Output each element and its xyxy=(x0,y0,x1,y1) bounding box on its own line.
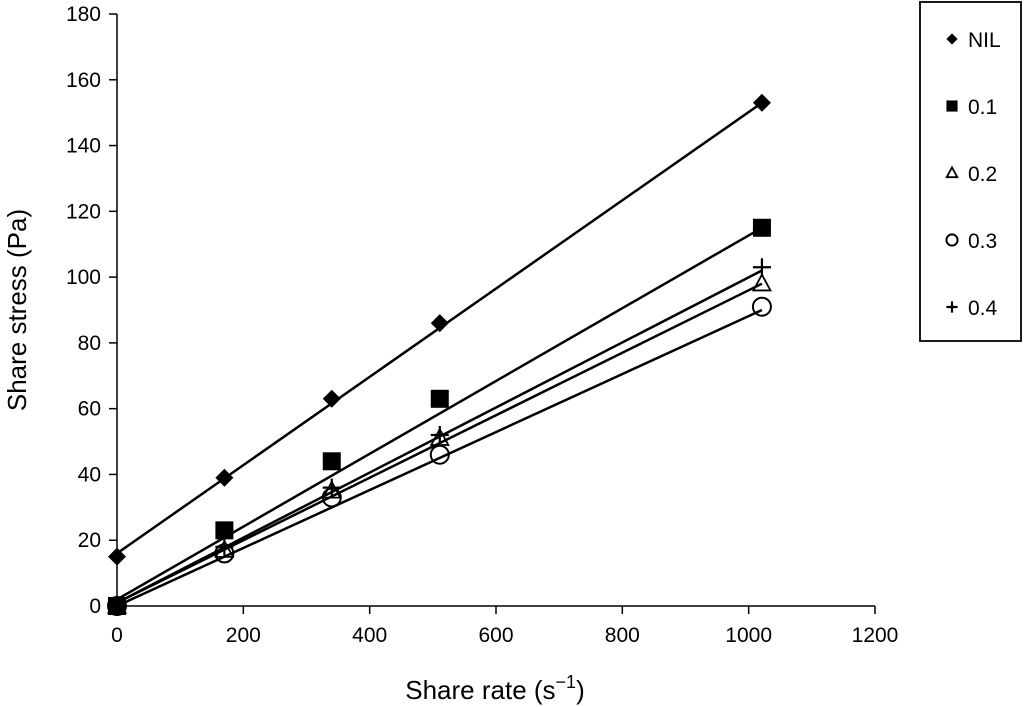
trend-line-0-1 xyxy=(116,226,763,601)
y-tick-label: 60 xyxy=(78,398,101,421)
data-point-0-1 xyxy=(752,218,771,237)
y-tick-label: 40 xyxy=(78,463,101,486)
legend-label: NIL xyxy=(968,29,1001,52)
data-point-0-3 xyxy=(429,444,450,465)
legend-label: 0.4 xyxy=(968,297,998,320)
data-point-0-4 xyxy=(430,425,449,444)
data-point-0-1 xyxy=(215,521,234,540)
data-point-0-3 xyxy=(751,296,772,317)
data-point-NIL xyxy=(752,93,771,112)
data-point-0-1 xyxy=(322,452,341,471)
legend-box xyxy=(919,1,1022,342)
legend-label: 0.1 xyxy=(968,96,997,119)
x-axis-title-superscript: −1 xyxy=(556,672,577,692)
data-point-0-2 xyxy=(751,272,772,292)
data-point-0-4 xyxy=(752,258,771,277)
data-point-0-4 xyxy=(322,478,341,497)
x-axis-title-main: Share rate (s xyxy=(405,675,555,705)
legend-marker-0-4 xyxy=(946,301,958,313)
axes: 0 20 40 60 80 100 120 140 160 180 0 200 400 600 800 100… xyxy=(66,3,898,647)
y-tick-label: 140 xyxy=(66,135,101,158)
data-point-0-4 xyxy=(215,537,234,556)
x-tick-label: 1200 xyxy=(852,624,899,647)
data-point-NIL xyxy=(322,389,341,408)
x-tick-label: 0 xyxy=(111,624,123,647)
data-point-0-2 xyxy=(214,539,235,558)
y-tick-label: 160 xyxy=(66,69,101,92)
y-tick-label: 180 xyxy=(66,3,101,26)
data-point-NIL xyxy=(108,547,126,566)
trend-line-0-3 xyxy=(116,308,763,608)
y-tick-label: 100 xyxy=(66,266,101,289)
y-tick-label: 0 xyxy=(89,595,101,618)
data-point-0-1 xyxy=(430,389,449,408)
data-point-NIL xyxy=(430,314,449,333)
x-tick-label: 1000 xyxy=(725,624,772,647)
x-axis-title: Share rate (s−1) xyxy=(405,672,585,705)
legend-marker-0-1 xyxy=(946,100,958,112)
y-tick-label: 120 xyxy=(66,200,101,223)
x-tick-label: 200 xyxy=(226,624,261,647)
legend-label: 0.2 xyxy=(968,163,997,186)
legend-label: 0.3 xyxy=(968,230,997,253)
data-markers xyxy=(106,93,772,616)
x-tick-label: 800 xyxy=(605,624,640,647)
x-tick-label: 600 xyxy=(478,624,513,647)
legend-marker-0-2 xyxy=(945,165,959,179)
legend-marker-0-3 xyxy=(945,233,959,247)
y-axis-title: Share stress (Pa) xyxy=(2,209,32,411)
y-tick-label: 80 xyxy=(78,332,101,355)
x-axis-title-suffix: ) xyxy=(576,675,585,705)
x-tick-label: 400 xyxy=(352,624,387,647)
y-tick-label: 20 xyxy=(78,529,101,552)
data-point-0-4 xyxy=(108,597,126,615)
data-point-NIL xyxy=(215,468,234,487)
legend: NIL 0.1 0.2 0.3 0.4 xyxy=(919,1,1022,342)
legend-marker-NIL xyxy=(946,33,958,45)
trend-lines xyxy=(116,101,763,608)
